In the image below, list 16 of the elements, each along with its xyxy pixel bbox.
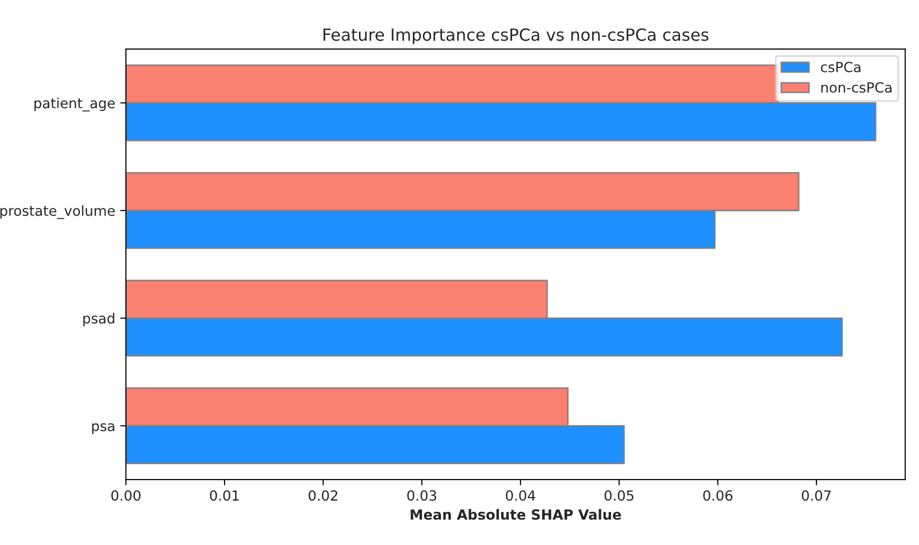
x-tick-label: 0.05 xyxy=(604,490,634,501)
legend-label: non-csPCa xyxy=(821,82,892,93)
y-tick-label: prostate_volume xyxy=(0,205,115,220)
x-tick-label: 0.01 xyxy=(210,490,239,501)
x-tick-label: 0.03 xyxy=(407,490,436,501)
y-tick-label: psad xyxy=(83,312,114,326)
x-tick-label: 0.04 xyxy=(506,490,536,501)
legend-label: csPCa xyxy=(820,62,860,72)
chart-title: Feature Importance csPCa vs non-csPCa cases xyxy=(324,28,708,44)
x-tick-label: 0.00 xyxy=(111,490,140,501)
y-tick-label: patient_age xyxy=(34,98,115,112)
x-tick-label: 0.07 xyxy=(802,490,831,501)
x-axis-title: Mean Absolute SHAP Value xyxy=(410,509,621,520)
x-tick-label: 0.06 xyxy=(703,490,732,501)
x-tick-label: 0.02 xyxy=(308,490,338,501)
y-tick-label: psa xyxy=(92,423,114,434)
